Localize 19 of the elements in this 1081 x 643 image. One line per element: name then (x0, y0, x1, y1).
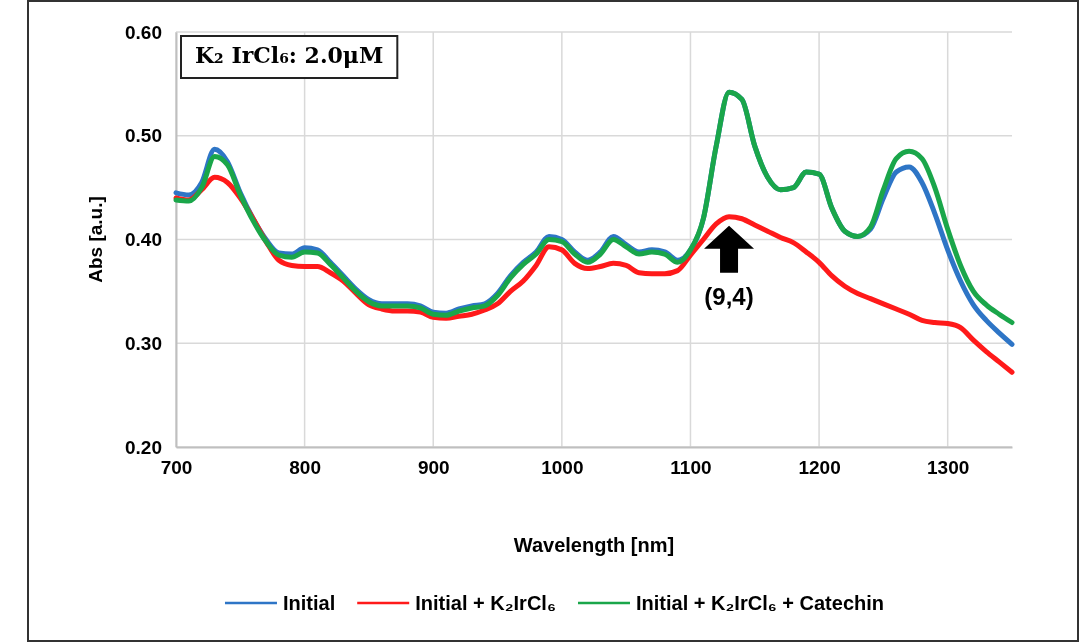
legend-label: Initial + K₂IrCl₆ + Catechin (635, 592, 885, 614)
x-tick-label: 1200 (798, 457, 841, 479)
x-tick-label: 1300 (927, 457, 970, 479)
y-tick-label: 0.60 (125, 21, 162, 43)
x-tick-label: 700 (160, 457, 193, 479)
y-tick-label: 0.30 (125, 332, 162, 354)
legend-label: Initial + K₂IrCl₆ (415, 592, 556, 614)
x-tick-label: 1000 (541, 457, 584, 479)
x-tick-label: 1100 (670, 457, 712, 479)
annotation: (9,4) (704, 282, 754, 310)
y-tick-label: 0.40 (125, 229, 162, 251)
x-axis-title: Wavelength [nm] (513, 534, 675, 556)
annotation: K₂ IrCl₆: 2.0μM (195, 42, 384, 68)
x-tick-label: 800 (289, 457, 321, 479)
legend-label: Initial (282, 592, 336, 614)
y-axis-title: Abs [a.u.] (85, 196, 106, 283)
x-tick-label: 900 (417, 457, 450, 479)
y-tick-label: 0.20 (125, 436, 162, 458)
y-tick-label: 0.50 (125, 125, 162, 147)
